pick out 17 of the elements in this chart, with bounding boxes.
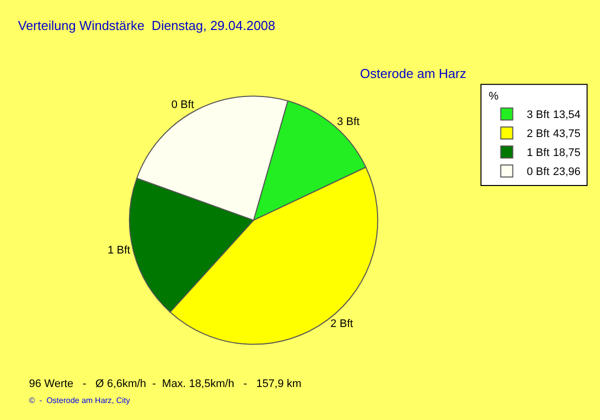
data-label: 18,75: [553, 147, 581, 159]
slice-label: 2 Bft: [330, 318, 354, 330]
data-label: 13,54: [553, 109, 581, 121]
legend-label: 2 Bft: [526, 128, 550, 140]
legend-label: 1 Bft: [526, 147, 550, 160]
legend-label: 0 Bft: [526, 166, 550, 178]
chart-subtitle: Osterode am Harz: [360, 66, 466, 81]
chart-title: Verteilung Windstärke Dienstag, 29.04.2008: [18, 18, 276, 34]
text: 96 Werte - Ø 6,6km/h - Max. 18,5km/h - 157,9 km: [29, 378, 302, 390]
legend-label: 3 Bft: [526, 109, 550, 122]
slice-label: 1 Bft: [108, 244, 130, 257]
slice-label: 3 Bft: [336, 116, 360, 128]
slice-label: 0 Bft: [171, 99, 194, 111]
text: © - Osterode am Harz, City: [29, 396, 130, 405]
legend-title: %: [488, 90, 499, 102]
data-label: 23,96: [553, 166, 581, 178]
data-label: 43,75: [553, 128, 581, 140]
